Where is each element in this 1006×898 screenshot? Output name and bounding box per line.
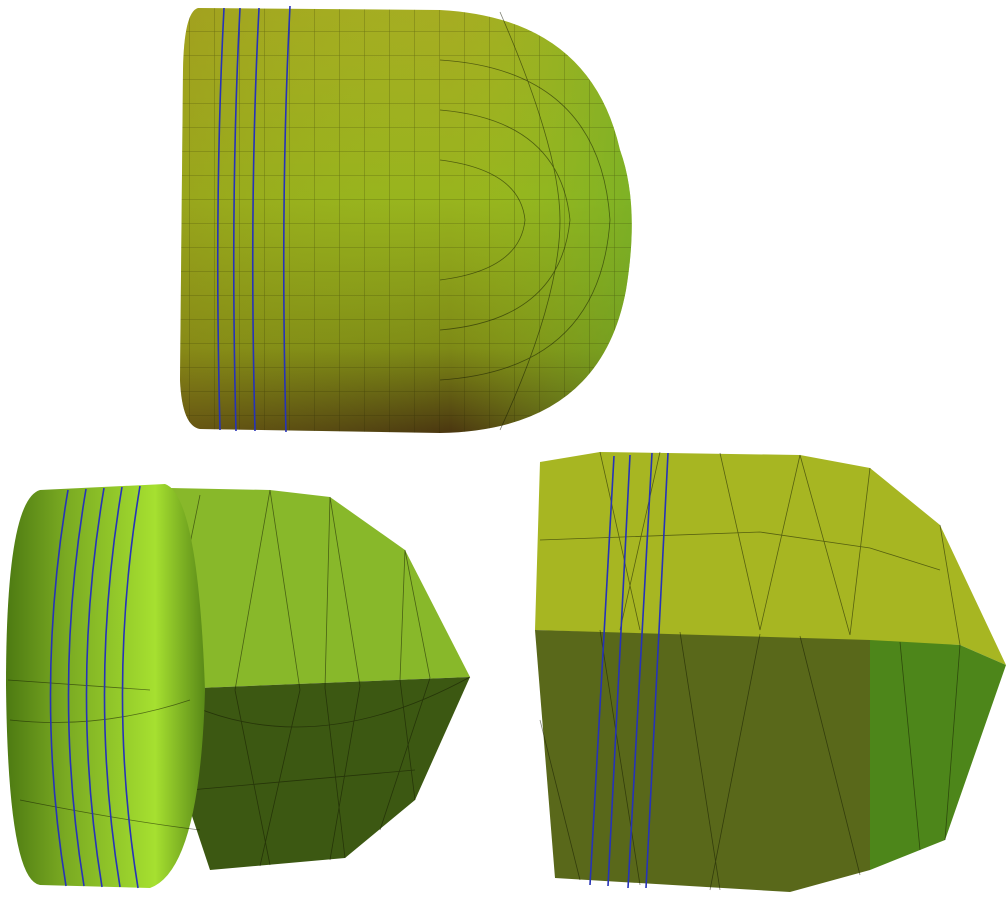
left-blue-line: [49, 489, 69, 887]
top-shape-curves: [439, 11, 611, 431]
left-blue-line: [67, 488, 87, 887]
right-blue-line: [627, 452, 653, 889]
left-cylinder: [6, 484, 205, 888]
right-shape-side: [870, 640, 1006, 870]
left-cylinder-wire: [7, 679, 201, 831]
right-blue-line: [589, 455, 615, 886]
right-blue-line: [607, 454, 631, 887]
left-blue-line: [103, 486, 123, 888]
left-blue-line: [85, 487, 105, 888]
right-shape-top: [535, 452, 1006, 665]
right-shape-wire: [539, 451, 961, 891]
right-blue-line: [645, 452, 669, 889]
top-shape-grid: [180, 8, 632, 433]
top-blue-line: [282, 5, 291, 433]
right-shape-front: [535, 630, 870, 892]
top-blue-line: [232, 7, 241, 432]
top-blue-line: [251, 7, 260, 432]
left-blue-line: [121, 485, 141, 889]
left-shape-top: [150, 488, 470, 690]
top-blue-line: [216, 7, 225, 431]
left-shape-bottom: [150, 677, 470, 870]
